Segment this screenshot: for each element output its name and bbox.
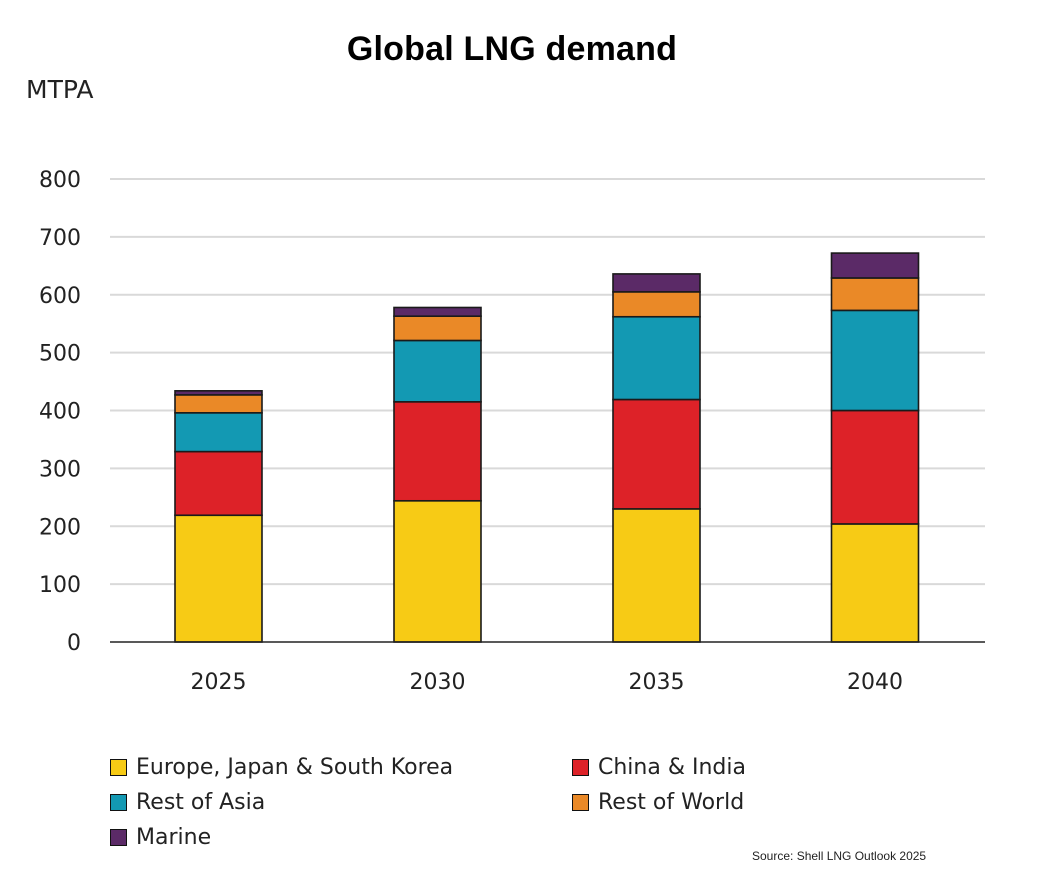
x-tick-label: 2035 [629, 670, 685, 695]
bar-segment [612, 291, 701, 318]
bar-segment [612, 398, 701, 510]
bar-segment [393, 401, 482, 502]
x-axis: 2025 2030 2035 2040 [110, 641, 985, 695]
x-tick-label: 2040 [847, 670, 903, 695]
bar-segment [393, 499, 482, 643]
bar-segment [393, 306, 482, 317]
legend-label: Marine [136, 824, 212, 850]
bar-segment [393, 339, 482, 403]
legend-swatch [572, 793, 589, 811]
source-note: Source: Shell LNG Outlook 2025 [752, 849, 927, 863]
legend-label: Rest of Asia [136, 789, 266, 815]
y-tick-label: 400 [39, 400, 81, 425]
y-axis-ticks: 0 100 200 300 400 500 600 700 800 [39, 168, 81, 656]
legend-label: Europe, Japan & South Korea [136, 754, 454, 780]
y-tick-label: 800 [39, 168, 81, 193]
legend-swatch [572, 758, 589, 776]
bar-segment [174, 394, 263, 414]
bar-segment [830, 523, 920, 643]
bar-segment [612, 315, 701, 401]
y-tick-label: 500 [39, 342, 81, 367]
y-tick-label: 300 [39, 457, 81, 482]
x-tick-label: 2025 [191, 670, 247, 695]
y-tick-label: 700 [39, 226, 81, 251]
y-tick-label: 600 [39, 284, 81, 309]
y-tick-label: 100 [39, 573, 81, 598]
bar-segment [612, 273, 701, 293]
chart-title: Global LNG demand [346, 30, 678, 68]
bars [174, 252, 920, 643]
legend-swatch [110, 793, 127, 811]
bar-segment [174, 450, 263, 517]
bar-segment [174, 390, 263, 396]
legend-label: Rest of World [598, 789, 745, 815]
bar-segment [174, 412, 263, 453]
legend-swatch [110, 828, 127, 846]
bar-segment [174, 514, 263, 643]
bar-segment [830, 277, 920, 312]
y-axis-unit-label: MTPA [26, 75, 94, 104]
bar-segment [393, 315, 482, 342]
legend-item-marine: Marine [110, 820, 211, 854]
y-tick-label: 200 [39, 515, 81, 540]
bar-segment [830, 409, 920, 525]
legend-swatch [110, 758, 127, 776]
legend-item-rest-of-world: Rest of World [572, 785, 744, 819]
bar-segment [612, 508, 701, 643]
bar-segment [830, 252, 920, 279]
x-tick-label: 2030 [410, 670, 466, 695]
legend-item-china-india: China & India [572, 750, 746, 784]
bar-segment [830, 309, 920, 412]
legend-label: China & India [598, 754, 746, 780]
legend-item-rest-of-asia: Rest of Asia [110, 785, 265, 819]
y-tick-label: 0 [67, 631, 81, 656]
legend-item-europe-japan-south-korea: Europe, Japan & South Korea [110, 750, 453, 784]
